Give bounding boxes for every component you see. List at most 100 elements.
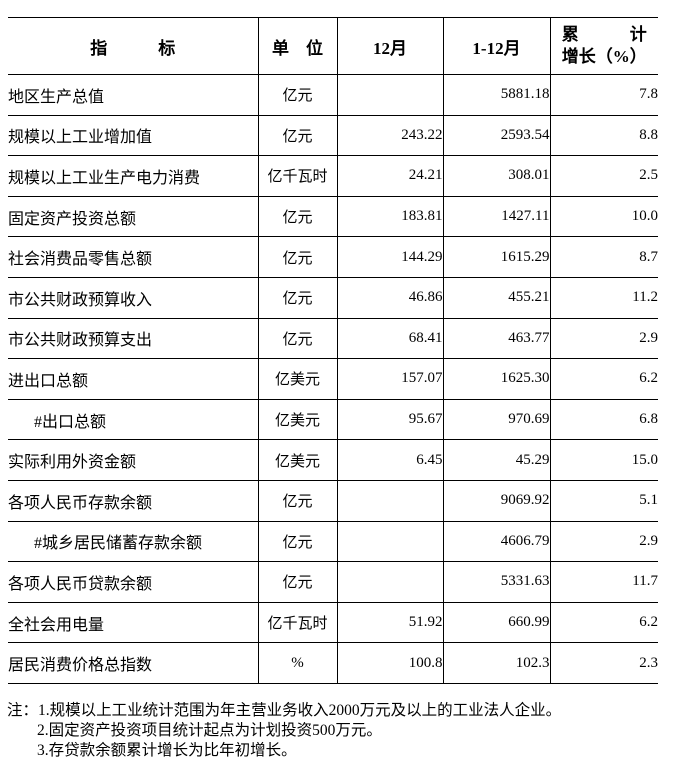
table-row: 各项人民币存款余额 亿元 9069.92 5.1 <box>8 479 658 522</box>
footnotes: 注：1.规模以上工业统计范围为年主营业务收入2000万元及以上的工业法人企业。 … <box>7 701 561 760</box>
table-row: 全社会用电量 亿千瓦时 51.92 660.99 6.2 <box>8 601 658 644</box>
header-jan-dec: 1-12月 <box>442 17 551 75</box>
indicator-cell: 地区生产总值 <box>8 74 259 116</box>
growth-value-cell: 6.8 <box>549 398 658 441</box>
dec-value-cell <box>336 74 444 116</box>
dec-value-cell: 46.86 <box>336 276 444 319</box>
jandec-value-cell: 5331.63 <box>442 561 551 603</box>
footnote-line-2: 2.固定资产投资项目统计起点为计划投资500万元。 <box>37 722 382 739</box>
indicator-cell: 固定资产投资总额 <box>8 195 259 238</box>
growth-value-cell: 11.7 <box>549 561 658 603</box>
dec-value-cell: 24.21 <box>336 155 444 197</box>
statistics-table: 指 标 单 位 12月 1-12月 累 计 增长（%） 地区生产总值 亿元 58… <box>8 17 658 684</box>
dec-value-cell: 144.29 <box>336 236 444 278</box>
growth-value-cell: 15.0 <box>549 439 658 481</box>
dec-value-cell: 243.22 <box>336 114 444 157</box>
indicator-cell: 规模以上工业增加值 <box>8 114 259 157</box>
indicator-cell: 全社会用电量 <box>8 601 259 644</box>
table-body: 地区生产总值 亿元 5881.18 7.8 规模以上工业增加值 亿元 243.2… <box>8 74 658 684</box>
dec-value-cell: 95.67 <box>336 398 444 441</box>
jandec-value-cell: 463.77 <box>442 317 551 360</box>
dec-value-cell: 157.07 <box>336 358 444 400</box>
jandec-value-cell: 9069.92 <box>442 479 551 522</box>
table-row: #城乡居民储蓄存款余额 亿元 4606.79 2.9 <box>8 520 658 563</box>
jandec-value-cell: 4606.79 <box>442 520 551 563</box>
indicator-cell: 实际利用外资金额 <box>8 439 259 481</box>
jandec-value-cell: 1615.29 <box>442 236 551 278</box>
unit-cell: 亿元 <box>257 114 338 157</box>
unit-cell: 亿千瓦时 <box>257 601 338 644</box>
growth-value-cell: 7.8 <box>549 74 658 116</box>
growth-value-cell: 2.9 <box>549 520 658 563</box>
header-row: 指 标 单 位 12月 1-12月 累 计 增长（%） <box>8 17 658 75</box>
dec-value-cell: 100.8 <box>336 642 444 684</box>
table-header: 指 标 单 位 12月 1-12月 累 计 增长（%） <box>8 17 658 75</box>
unit-cell: 亿元 <box>257 520 338 563</box>
table-row: 社会消费品零售总额 亿元 144.29 1615.29 8.7 <box>8 236 658 278</box>
jandec-value-cell: 102.3 <box>442 642 551 684</box>
indicator-cell: 社会消费品零售总额 <box>8 236 259 278</box>
jandec-value-cell: 1625.30 <box>442 358 551 400</box>
unit-cell: 亿千瓦时 <box>257 155 338 197</box>
table-row: 各项人民币贷款余额 亿元 5331.63 11.7 <box>8 561 658 603</box>
unit-cell: 亿美元 <box>257 439 338 481</box>
table-row: 居民消费价格总指数 % 100.8 102.3 2.3 <box>8 642 658 684</box>
jandec-value-cell: 970.69 <box>442 398 551 441</box>
growth-value-cell: 8.8 <box>549 114 658 157</box>
dec-value-cell: 6.45 <box>336 439 444 481</box>
growth-value-cell: 2.9 <box>549 317 658 360</box>
unit-cell: 亿美元 <box>257 398 338 441</box>
indicator-cell: 各项人民币存款余额 <box>8 479 259 522</box>
table-row: 地区生产总值 亿元 5881.18 7.8 <box>8 74 658 116</box>
footnote-line-1: 注：1.规模以上工业统计范围为年主营业务收入2000万元及以上的工业法人企业。 <box>7 702 562 719</box>
header-unit: 单 位 <box>257 17 338 75</box>
table-row: 市公共财政预算支出 亿元 68.41 463.77 2.9 <box>8 317 658 360</box>
unit-cell: 亿元 <box>257 195 338 238</box>
unit-cell: 亿元 <box>257 479 338 522</box>
header-cumulative-growth: 累 计 增长（%） <box>549 17 658 75</box>
dec-value-cell: 51.92 <box>336 601 444 644</box>
table-row: 固定资产投资总额 亿元 183.81 1427.11 10.0 <box>8 195 658 238</box>
indicator-cell: 各项人民币贷款余额 <box>8 561 259 603</box>
growth-value-cell: 11.2 <box>549 276 658 319</box>
indicator-cell: 规模以上工业生产电力消费 <box>8 155 259 197</box>
jandec-value-cell: 660.99 <box>442 601 551 644</box>
dec-value-cell <box>336 561 444 603</box>
unit-cell: 亿元 <box>257 74 338 116</box>
growth-value-cell: 2.3 <box>549 642 658 684</box>
jandec-value-cell: 455.21 <box>442 276 551 319</box>
jandec-value-cell: 1427.11 <box>442 195 551 238</box>
indicator-cell: #出口总额 <box>8 398 259 441</box>
header-cumulative-growth-line2: 增长（%） <box>561 47 647 66</box>
indicator-cell: 市公共财政预算收入 <box>8 276 259 319</box>
jandec-value-cell: 45.29 <box>442 439 551 481</box>
growth-value-cell: 6.2 <box>549 358 658 400</box>
unit-cell: 亿元 <box>257 276 338 319</box>
jandec-value-cell: 308.01 <box>442 155 551 197</box>
growth-value-cell: 5.1 <box>549 479 658 522</box>
indicator-cell: 进出口总额 <box>8 358 259 400</box>
growth-value-cell: 10.0 <box>549 195 658 238</box>
dec-value-cell: 68.41 <box>336 317 444 360</box>
unit-cell: 亿元 <box>257 561 338 603</box>
dec-value-cell <box>336 479 444 522</box>
dec-value-cell <box>336 520 444 563</box>
footnote-line-3: 3.存贷款余额累计增长为比年初增长。 <box>37 742 297 759</box>
indicator-cell: #城乡居民储蓄存款余额 <box>8 520 259 563</box>
table-row: 规模以上工业增加值 亿元 243.22 2593.54 8.8 <box>8 114 658 157</box>
unit-cell: 亿美元 <box>257 358 338 400</box>
jandec-value-cell: 2593.54 <box>442 114 551 157</box>
table-row: 实际利用外资金额 亿美元 6.45 45.29 15.0 <box>8 439 658 481</box>
unit-cell: 亿元 <box>257 236 338 278</box>
jandec-value-cell: 5881.18 <box>442 74 551 116</box>
dec-value-cell: 183.81 <box>336 195 444 238</box>
table-row: 市公共财政预算收入 亿元 46.86 455.21 11.2 <box>8 276 658 319</box>
table-row: 进出口总额 亿美元 157.07 1625.30 6.2 <box>8 358 658 400</box>
header-indicator: 指 标 <box>8 17 259 75</box>
growth-value-cell: 8.7 <box>549 236 658 278</box>
table-row: 规模以上工业生产电力消费 亿千瓦时 24.21 308.01 2.5 <box>8 155 658 197</box>
unit-cell: % <box>257 642 338 684</box>
growth-value-cell: 2.5 <box>549 155 658 197</box>
unit-cell: 亿元 <box>257 317 338 360</box>
indicator-cell: 市公共财政预算支出 <box>8 317 259 360</box>
